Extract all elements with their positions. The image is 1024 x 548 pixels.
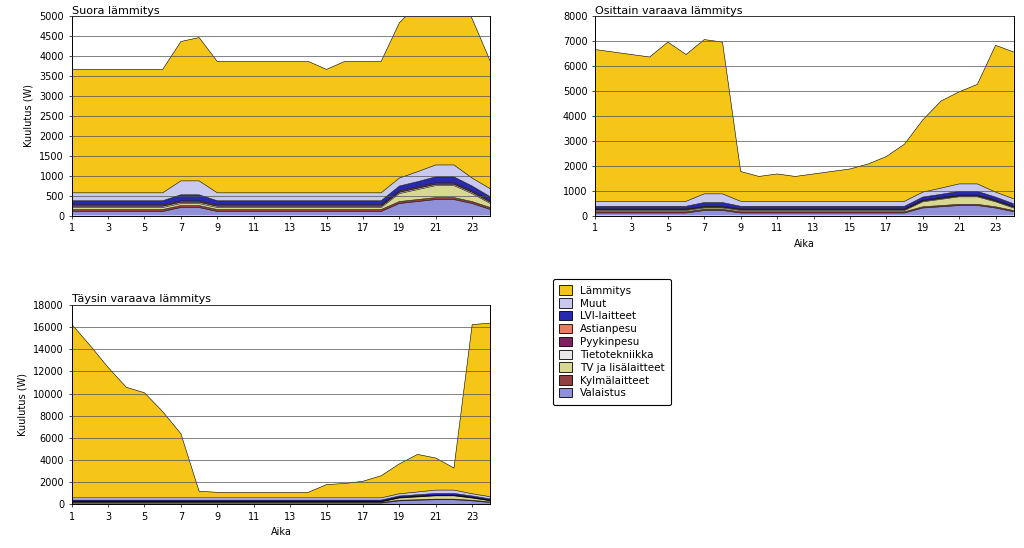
X-axis label: Aika: Aika [794,239,815,249]
Y-axis label: Kuulutus (W): Kuulutus (W) [17,373,28,436]
Text: Suora lämmitys: Suora lämmitys [72,5,160,16]
Text: Täysin varaava lämmitys: Täysin varaava lämmitys [72,294,211,304]
X-axis label: Aika: Aika [270,527,292,538]
Y-axis label: Kuulutus (W): Kuulutus (W) [24,84,34,147]
Text: Osittain varaava lämmitys: Osittain varaava lämmitys [595,5,742,16]
Legend: Lämmitys, Muut, LVI-laitteet, Astianpesu, Pyykinpesu, Tietotekniikka, TV ja lisä: Lämmitys, Muut, LVI-laitteet, Astianpesu… [553,279,671,404]
